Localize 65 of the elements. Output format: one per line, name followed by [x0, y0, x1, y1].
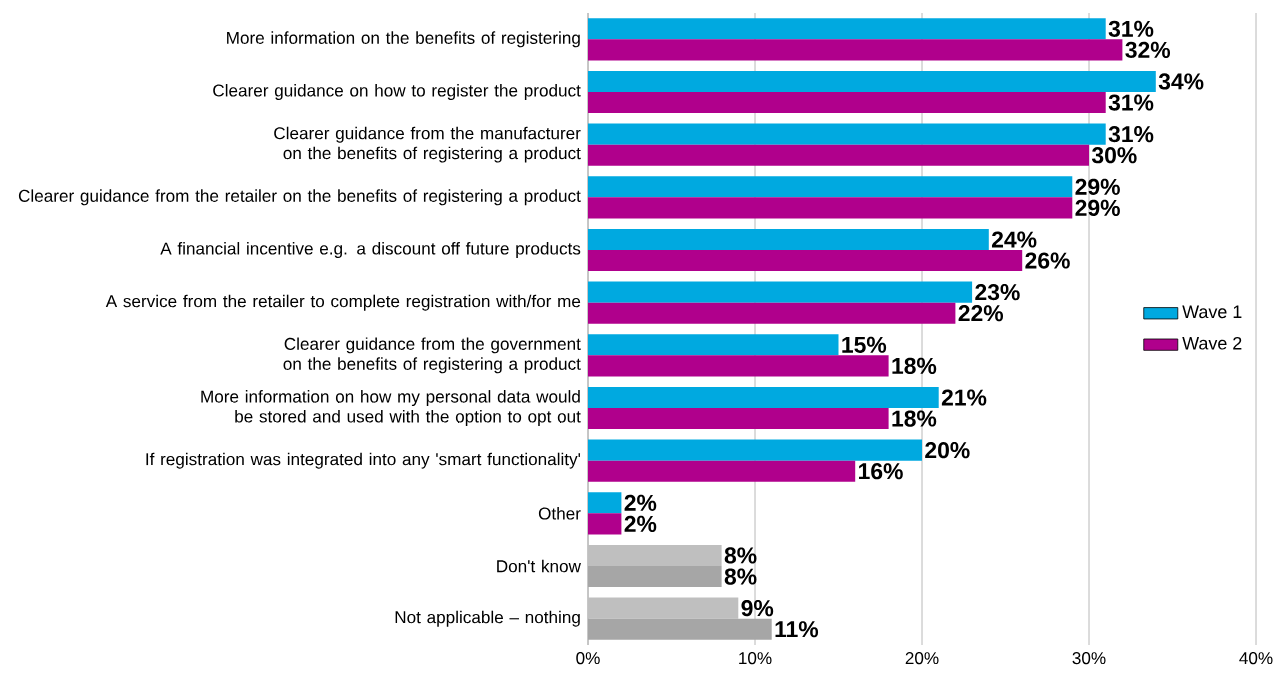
y-tick-label: Clearer guidance on how to register the product [213, 84, 581, 100]
data-label: 30% [1091, 147, 1137, 164]
bar [588, 334, 839, 356]
bar [588, 39, 1123, 61]
x-tick-label: 0% [576, 652, 600, 665]
bar [588, 355, 889, 377]
bar [588, 597, 739, 619]
data-label: 18% [892, 357, 937, 374]
bar [588, 18, 1106, 40]
data-label: 23% [975, 284, 1020, 301]
bar [588, 92, 1106, 114]
data-label: 22% [958, 305, 1004, 322]
data-label: 21% [941, 389, 987, 406]
data-label: 31% [1108, 126, 1154, 143]
data-label: 8% [724, 547, 757, 564]
data-label: 24% [991, 231, 1037, 248]
data-label: 15% [842, 336, 887, 353]
bar [588, 228, 989, 250]
bar [588, 123, 1106, 145]
data-label: 2% [624, 515, 657, 532]
x-tick-label: 20% [905, 652, 939, 665]
bar [588, 176, 1073, 198]
data-label: 31% [1108, 20, 1154, 37]
legend-label: Wave 2 [1182, 336, 1242, 350]
y-tick-label: More information on how my personal data would be stored and used with the option to opt out [201, 390, 581, 426]
bar [588, 544, 722, 567]
data-label: 8% [724, 568, 757, 585]
data-label: 16% [859, 463, 903, 480]
bar [588, 460, 856, 482]
x-tick-label: 10% [739, 652, 772, 665]
data-label: 29% [1075, 199, 1120, 216]
bar [588, 70, 1156, 92]
y-tick-label: Clearer guidance from the retailer on the benefits of registering a product [18, 189, 581, 206]
x-tick-label: 40% [1239, 652, 1273, 665]
y-tick-label: A service from the retailer to complete registration with/for me [105, 294, 581, 311]
bar [588, 144, 1089, 166]
bar [588, 281, 973, 303]
x-tick-label: 30% [1072, 652, 1106, 665]
y-tick-label: Clearer guidance from the manufacturer on the benefits of registering a product [274, 126, 581, 163]
bar [588, 513, 622, 535]
data-label: 2% [624, 494, 657, 511]
data-label: 31% [1108, 94, 1154, 111]
data-label: 20% [925, 442, 970, 459]
y-tick-label: Clearer guidance from the government on the benefits of registering a product [283, 337, 581, 374]
bar [588, 408, 889, 430]
y-tick-label: Don't know [497, 559, 581, 573]
data-label: 29% [1075, 178, 1120, 195]
data-label: 34% [1158, 73, 1204, 90]
data-label: 9% [741, 600, 774, 617]
y-tick-label: More information on the benefits of registering [227, 31, 580, 48]
y-tick-label: If registration was integrated into any 'smart functionality' [146, 452, 581, 469]
bar [588, 197, 1073, 219]
legend-label: Wave 1 [1182, 305, 1242, 319]
data-label: 11% [775, 621, 819, 638]
y-tick-label: Other [538, 507, 581, 520]
data-label: 32% [1125, 41, 1171, 58]
bar [588, 386, 939, 409]
bar [588, 439, 922, 461]
bar [588, 492, 622, 514]
y-tick-label: Not applicable – nothing [395, 610, 580, 627]
bar [588, 250, 1023, 272]
bar [588, 302, 956, 324]
y-tick-label: A financial incentive e.g. a discount off future products [160, 242, 581, 258]
data-label: 18% [892, 410, 937, 427]
data-label: 26% [1025, 252, 1070, 269]
